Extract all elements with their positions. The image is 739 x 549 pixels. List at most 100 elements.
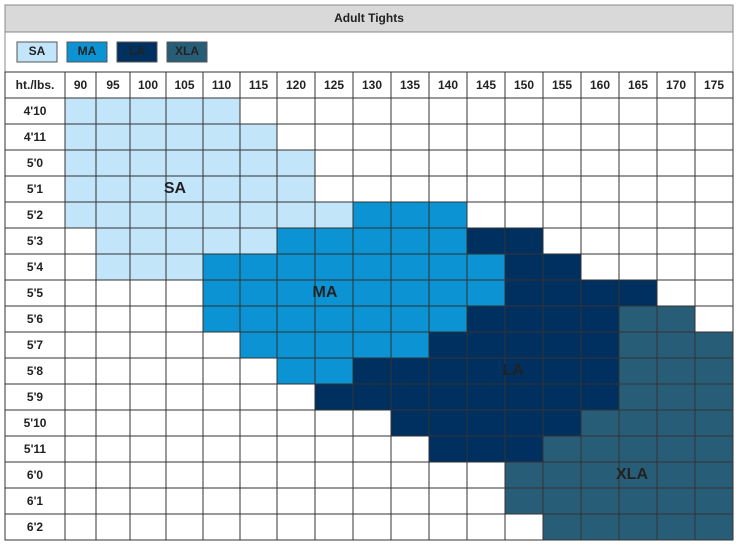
size-cell (129, 409, 167, 437)
size-cell (694, 279, 734, 307)
header-cell (202, 71, 241, 99)
size-cell (580, 201, 620, 229)
size-cell (165, 279, 204, 307)
size-cell (352, 227, 392, 255)
size-cell (618, 279, 658, 307)
size-cell (618, 123, 658, 151)
size-cell (202, 357, 241, 385)
size-cell (239, 513, 278, 541)
legend-label: LA (129, 44, 145, 58)
header-cell (276, 71, 316, 99)
row-label-cell (4, 201, 66, 229)
size-cell (428, 357, 468, 385)
size-cell (165, 253, 204, 281)
size-cell (239, 97, 278, 125)
size-cell (165, 513, 204, 541)
size-cell (466, 383, 506, 411)
size-cell (466, 409, 506, 437)
size-cell (618, 409, 658, 437)
size-cell (239, 201, 278, 229)
size-cell (95, 149, 131, 177)
size-cell (276, 435, 316, 463)
size-cell (165, 201, 204, 229)
size-cell (580, 123, 620, 151)
size-cell (95, 383, 131, 411)
header-label: 165 (628, 78, 648, 92)
size-cell (428, 461, 468, 489)
size-cell (165, 305, 204, 333)
row-label: 5'1 (27, 182, 44, 196)
size-cell (466, 487, 506, 515)
size-cell (352, 305, 392, 333)
size-cell (618, 513, 658, 541)
size-cell (129, 487, 167, 515)
size-cell (64, 487, 97, 515)
size-cell (390, 175, 430, 203)
size-cell (466, 123, 506, 151)
size-cell (656, 175, 696, 203)
size-cell (129, 435, 167, 463)
size-cell (656, 227, 696, 255)
row-label-cell (4, 383, 66, 411)
size-cell (165, 383, 204, 411)
header-label: 135 (400, 78, 420, 92)
size-cell (390, 123, 430, 151)
size-cell (276, 513, 316, 541)
size-cell (542, 487, 582, 515)
size-cell (165, 123, 204, 151)
title-bar (4, 4, 734, 33)
header-label: 110 (212, 78, 232, 92)
region-label: MA (313, 284, 338, 301)
size-cell (390, 201, 430, 229)
size-cell (95, 409, 131, 437)
size-cell (466, 149, 506, 177)
size-cell (129, 201, 167, 229)
size-cell (95, 331, 131, 359)
size-cell (95, 435, 131, 463)
size-cell (694, 383, 734, 411)
size-cell (165, 357, 204, 385)
size-cell (504, 123, 544, 151)
size-cell (466, 305, 506, 333)
size-cell (95, 513, 131, 541)
size-cell (314, 331, 354, 359)
legend-swatch (116, 41, 158, 63)
header-label: 105 (174, 78, 194, 92)
size-cell (656, 331, 696, 359)
row-label-cell (4, 357, 66, 385)
size-cell (314, 123, 354, 151)
size-cell (504, 461, 544, 489)
size-cell (95, 175, 131, 203)
size-cell (314, 305, 354, 333)
size-cell (656, 279, 696, 307)
size-cell (129, 175, 167, 203)
size-cell (95, 253, 131, 281)
size-cell (542, 409, 582, 437)
size-cell (428, 149, 468, 177)
size-cell (352, 461, 392, 489)
size-cell (428, 435, 468, 463)
size-cell (580, 305, 620, 333)
size-cell (618, 487, 658, 515)
size-cell (129, 461, 167, 489)
size-cell (276, 227, 316, 255)
size-cell (428, 175, 468, 203)
size-cell (390, 435, 430, 463)
size-cell (694, 409, 734, 437)
size-cell (239, 409, 278, 437)
size-cell (466, 279, 506, 307)
size-cell (165, 331, 204, 359)
size-cell (542, 253, 582, 281)
row-label: 5'6 (27, 312, 44, 326)
size-cell (239, 305, 278, 333)
size-cell (129, 149, 167, 177)
size-cell (314, 149, 354, 177)
size-cell (694, 487, 734, 515)
header-label: 115 (249, 78, 269, 92)
size-cell (129, 123, 167, 151)
size-cell (276, 97, 316, 125)
size-cell (352, 97, 392, 125)
size-cell (580, 175, 620, 203)
size-cell (580, 149, 620, 177)
size-cell (314, 513, 354, 541)
